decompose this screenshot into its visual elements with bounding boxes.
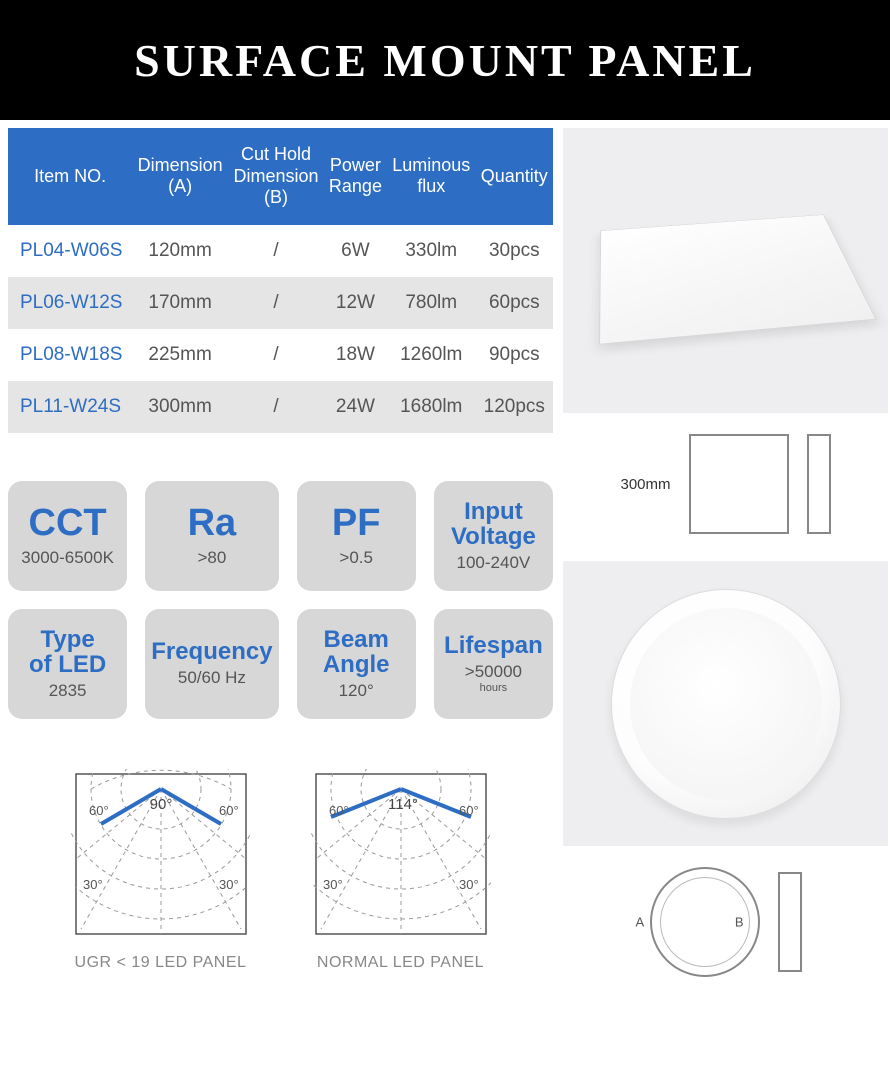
table-cell: 300mm [132,381,228,433]
spec-card-title: CCT [29,504,107,544]
table-cell: / [228,381,324,433]
left-column: Item NO.Dimension(A)Cut HoldDimension(B)… [8,128,553,989]
circle-dimension-row: A B [563,861,888,989]
svg-text:30°: 30° [323,877,343,892]
table-row: PL04-W06S120mm/6W330lm30pcs [8,225,553,277]
table-row: PL08-W18S225mm/18W1260lm90pcs [8,329,553,381]
svg-text:60°: 60° [329,803,349,818]
table-header-cell: Quantity [476,128,553,225]
table-row: PL06-W12S170mm/12W780lm60pcs [8,277,553,329]
polar-right-angle: 114° [388,796,418,813]
spec-card-title: Frequency [151,639,272,664]
spec-card-value: 3000-6500K [21,548,114,568]
spec-card-title: PF [332,504,381,544]
table-cell: 18W [324,329,387,381]
svg-text:60°: 60° [459,803,479,818]
table-cell: 1260lm [387,329,476,381]
spec-card-title: InputVoltage [451,499,536,549]
square-outline-icon [689,434,789,534]
table-cell: 780lm [387,277,476,329]
square-dim-label: 300mm [620,476,670,493]
spec-card-title: BeamAngle [323,627,390,677]
polar-ugr19: 90° 60° 60° 30° 30° UGR < 19 LED PANEL [71,769,251,972]
spec-card: BeamAngle 120° [297,609,416,719]
polar-diagrams-row: 90° 60° 60° 30° 30° UGR < 19 LED PANEL [8,769,553,972]
content-grid: Item NO.Dimension(A)Cut HoldDimension(B)… [0,120,890,997]
spec-card: Typeof LED 2835 [8,609,127,719]
spec-card-value: 100-240V [457,553,531,573]
table-header-cell: Cut HoldDimension(B) [228,128,324,225]
svg-text:30°: 30° [459,877,479,892]
table-cell: 120pcs [476,381,553,433]
title-banner: SURFACE MOUNT PANEL [0,0,890,120]
square-side-profile-icon [807,434,831,534]
table-cell: 225mm [132,329,228,381]
table-cell: / [228,225,324,277]
spec-card: Ra >80 [145,481,278,591]
table-cell: PL08-W18S [8,329,132,381]
circle-label-b: B [735,915,744,930]
round-panel-render [611,589,841,819]
table-cell: 170mm [132,277,228,329]
table-cell: 24W [324,381,387,433]
spec-card-value: 2835 [49,681,87,701]
square-dimension-row: 300mm [563,428,888,546]
spec-card-value: >0.5 [339,548,373,568]
product-image-round [563,561,888,846]
spec-card: InputVoltage 100-240V [434,481,553,591]
circle-side-profile-icon [778,872,802,972]
spec-card-title: Typeof LED [29,627,106,677]
table-cell: 6W [324,225,387,277]
table-cell: / [228,277,324,329]
table-cell: / [228,329,324,381]
svg-text:60°: 60° [219,803,239,818]
spec-card-value: 120° [339,681,374,701]
spec-card-title: Ra [188,504,237,544]
circle-label-a: A [636,915,645,930]
table-header-cell: Item NO. [8,128,132,225]
spec-card-value: 50/60 Hz [178,668,246,688]
svg-text:30°: 30° [83,877,103,892]
page-title: SURFACE MOUNT PANEL [134,34,756,87]
spec-card-value: >80 [197,548,226,568]
table-row: PL11-W24S300mm/24W1680lm120pcs [8,381,553,433]
spec-card-subvalue: hours [480,682,508,694]
spec-table: Item NO.Dimension(A)Cut HoldDimension(B)… [8,128,553,433]
spec-card: CCT 3000-6500K [8,481,127,591]
polar-left-angle: 90° [149,796,172,813]
table-header-cell: Luminousflux [387,128,476,225]
table-header-cell: Dimension(A) [132,128,228,225]
polar-right-caption: NORMAL LED PANEL [311,954,491,972]
table-header-cell: PowerRange [324,128,387,225]
table-cell: PL11-W24S [8,381,132,433]
table-cell: PL06-W12S [8,277,132,329]
polar-left-caption: UGR < 19 LED PANEL [71,954,251,972]
spec-card: PF >0.5 [297,481,416,591]
table-cell: 12W [324,277,387,329]
right-column: 300mm A B [563,128,888,989]
product-image-square [563,128,888,413]
polar-chart-left: 90° 60° 60° 30° 30° [71,769,251,939]
square-panel-render [598,214,876,344]
spec-cards-grid: CCT 3000-6500K Ra >80 PF >0.5 InputVoltage 100-… [8,481,553,719]
spec-card-value: >50000 [465,662,522,682]
svg-text:60°: 60° [89,803,109,818]
table-cell: 90pcs [476,329,553,381]
table-cell: 1680lm [387,381,476,433]
polar-normal: 114° 60° 60° 30° 30° NORMAL LED PANEL [311,769,491,972]
spec-card-title: Lifespan [444,633,543,658]
table-cell: 330lm [387,225,476,277]
table-cell: 60pcs [476,277,553,329]
svg-text:30°: 30° [219,877,239,892]
circle-outline-icon: A B [650,867,760,977]
table-cell: 30pcs [476,225,553,277]
table-cell: 120mm [132,225,228,277]
polar-chart-right: 114° 60° 60° 30° 30° [311,769,491,939]
table-cell: PL04-W06S [8,225,132,277]
spec-card: Lifespan >50000hours [434,609,553,719]
spec-card: Frequency 50/60 Hz [145,609,278,719]
